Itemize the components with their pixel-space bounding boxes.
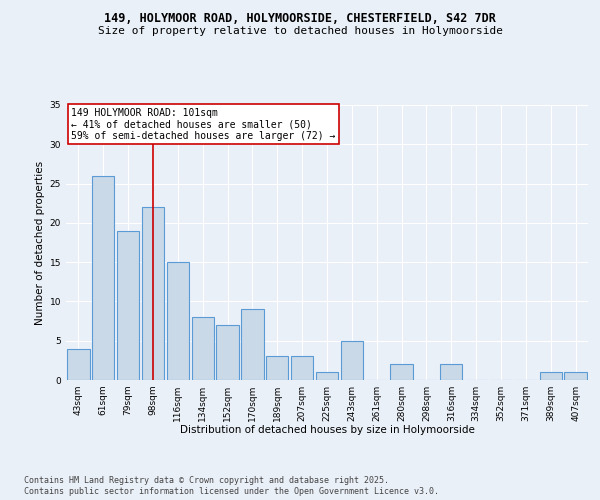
Bar [167, 262, 189, 380]
Y-axis label: Number of detached properties: Number of detached properties [35, 160, 46, 324]
Text: Contains public sector information licensed under the Open Government Licence v3: Contains public sector information licen… [24, 487, 439, 496]
Bar [92, 176, 115, 380]
Bar [266, 356, 289, 380]
Bar [67, 348, 89, 380]
Bar [316, 372, 338, 380]
Bar [565, 372, 587, 380]
X-axis label: Distribution of detached houses by size in Holymoorside: Distribution of detached houses by size … [179, 426, 475, 436]
Text: Size of property relative to detached houses in Holymoorside: Size of property relative to detached ho… [97, 26, 503, 36]
Text: Contains HM Land Registry data © Crown copyright and database right 2025.: Contains HM Land Registry data © Crown c… [24, 476, 389, 485]
Bar [241, 310, 263, 380]
Text: 149, HOLYMOOR ROAD, HOLYMOORSIDE, CHESTERFIELD, S42 7DR: 149, HOLYMOOR ROAD, HOLYMOORSIDE, CHESTE… [104, 12, 496, 26]
Bar [539, 372, 562, 380]
Bar [391, 364, 413, 380]
Bar [217, 325, 239, 380]
Bar [341, 340, 363, 380]
Bar [440, 364, 463, 380]
Text: 149 HOLYMOOR ROAD: 101sqm
← 41% of detached houses are smaller (50)
59% of semi-: 149 HOLYMOOR ROAD: 101sqm ← 41% of detac… [71, 108, 335, 141]
Bar [117, 230, 139, 380]
Bar [142, 207, 164, 380]
Bar [191, 317, 214, 380]
Bar [291, 356, 313, 380]
